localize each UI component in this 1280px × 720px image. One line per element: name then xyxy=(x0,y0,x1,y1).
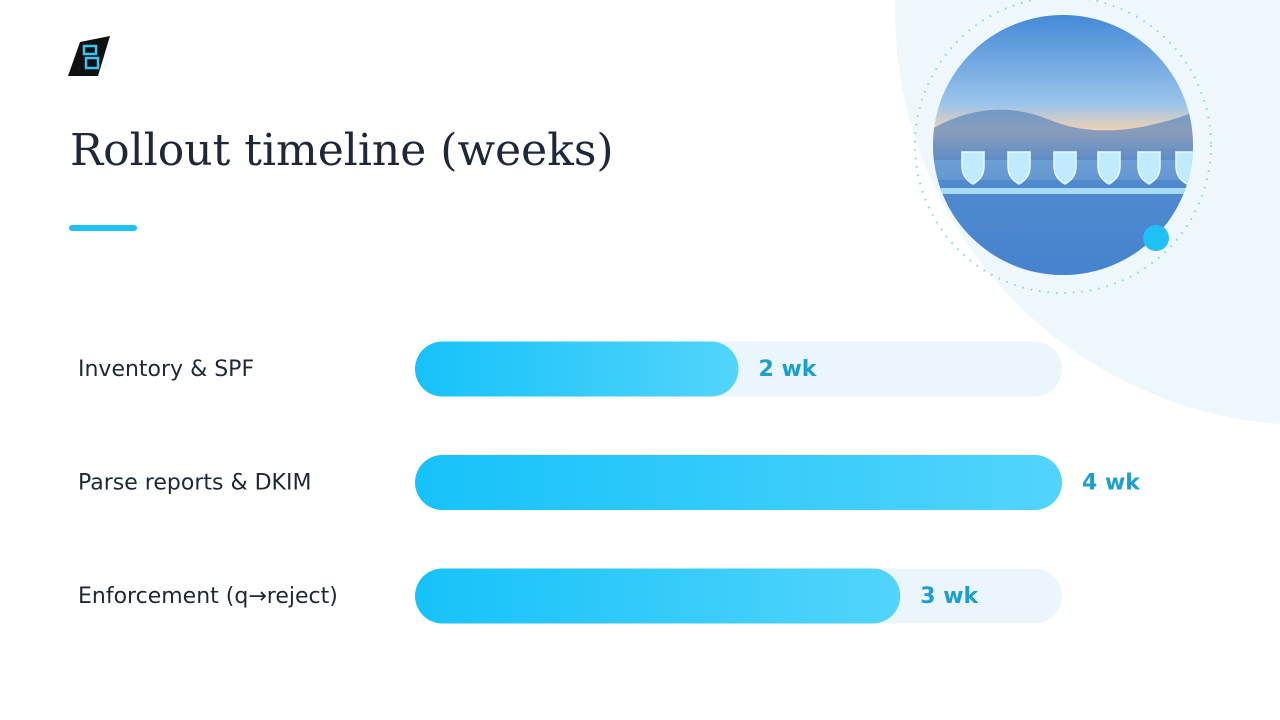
chart-title: Rollout timeline (weeks) xyxy=(70,125,614,176)
bar xyxy=(415,341,739,397)
accent-dot xyxy=(1143,225,1169,251)
bar xyxy=(415,455,1062,510)
category-label: Inventory & SPF xyxy=(78,357,254,382)
category-label: Parse reports & DKIM xyxy=(78,471,311,496)
value-label: 2 wk xyxy=(759,357,818,382)
value-label: 4 wk xyxy=(1082,471,1141,496)
logo xyxy=(68,36,110,76)
category-label: Enforcement (q→reject) xyxy=(78,584,338,609)
plot-area: Inventory & SPF 2 wk Parse reports & DKIM 4… xyxy=(78,341,1141,624)
value-label: 3 wk xyxy=(920,584,979,609)
dotted-ring xyxy=(914,0,1212,294)
title-accent xyxy=(69,225,137,231)
bar xyxy=(415,568,901,624)
